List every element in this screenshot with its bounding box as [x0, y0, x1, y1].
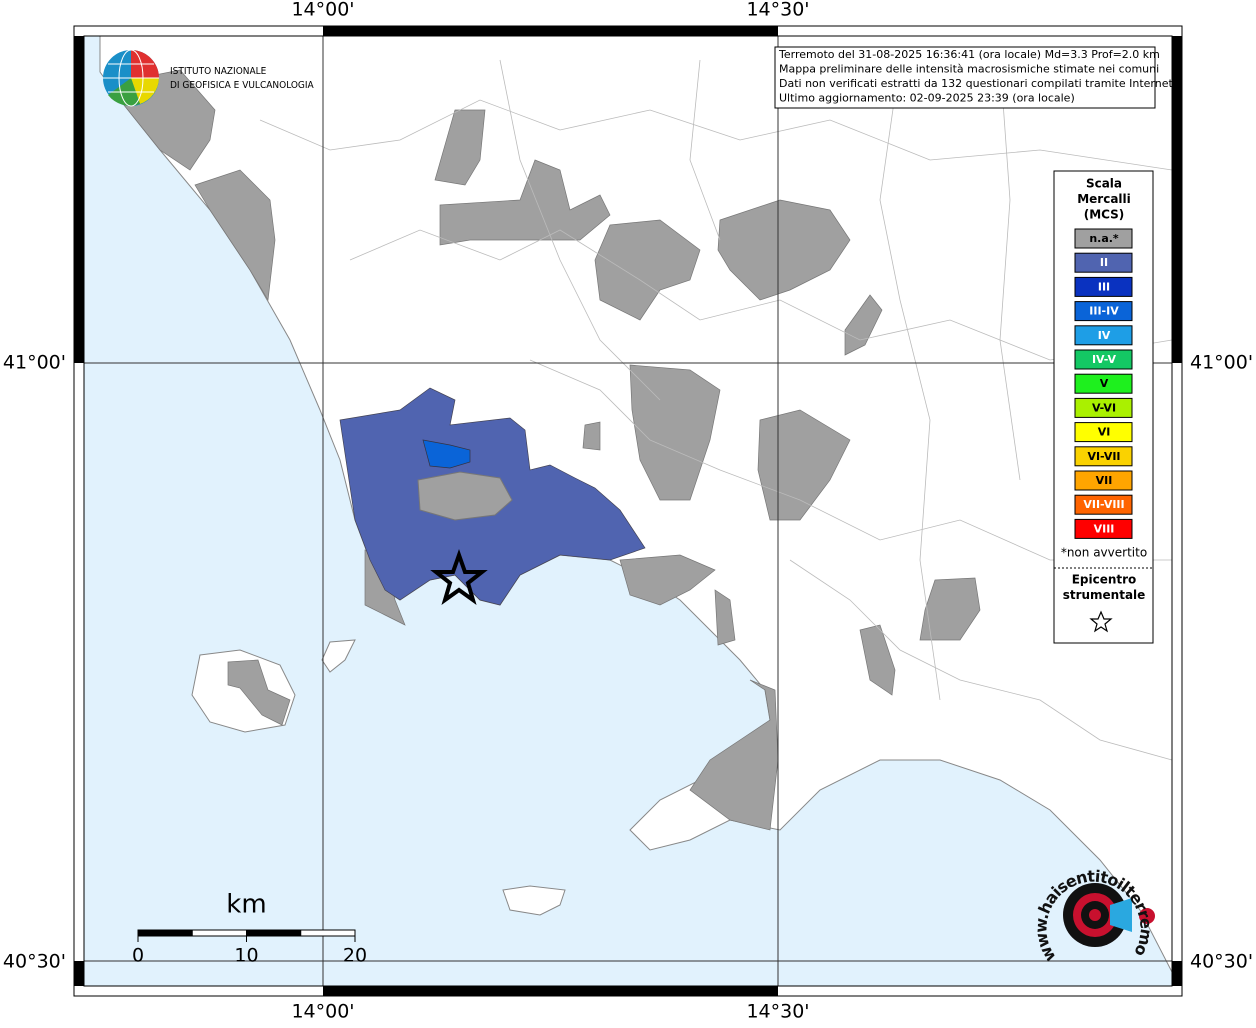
- ingv-logo: ISTITUTO NAZIONALE DI GEOFISICA E VULCAN…: [103, 49, 315, 107]
- scale-label: 20: [343, 945, 367, 967]
- grey-area: [227, 659, 291, 726]
- legend-title: (MCS): [1084, 208, 1125, 222]
- grey-area: [629, 364, 721, 501]
- info-line: Ultimo aggiornamento: 02-09-2025 23:39 (…: [779, 92, 1075, 105]
- lat-label: 41°00': [1190, 352, 1253, 374]
- border: [789, 559, 1173, 761]
- grey-area: [582, 421, 601, 451]
- grey-area: [844, 294, 883, 356]
- scale-unit: km: [226, 890, 266, 920]
- lat-label: 40°30': [1190, 951, 1253, 973]
- scale-label: 10: [234, 945, 258, 967]
- frame-band: [74, 36, 84, 363]
- legend-swatch: [1074, 301, 1133, 322]
- legend-swatch: [1074, 446, 1133, 467]
- graticule: [84, 36, 1172, 986]
- legend-label: VII: [1096, 474, 1113, 487]
- frame-band: [1172, 961, 1182, 986]
- lon-label: 14°00': [291, 1001, 354, 1023]
- legend-swatch: [1074, 397, 1133, 418]
- logo-speaker: [1110, 898, 1132, 932]
- legend: ScalaMercalli(MCS)n.a.*IIIIIIII-IVIVIV-V…: [1054, 177, 1153, 633]
- legend-label: VIII: [1094, 522, 1115, 535]
- lat-label: 40°30': [3, 951, 66, 973]
- logo-text: ISTITUTO NAZIONALE: [170, 66, 267, 77]
- intensity-area-iii-iv: [422, 439, 471, 469]
- info-line: Mappa preliminare delle intensità macros…: [779, 63, 1159, 76]
- grey-area: [919, 577, 981, 641]
- legend-epicenter: Epicentro: [1072, 573, 1137, 587]
- legend-swatch: [1074, 228, 1133, 249]
- legend-label: VI: [1098, 426, 1111, 439]
- scale-bar: km 0 10 20: [132, 890, 367, 967]
- border: [259, 99, 1173, 171]
- legend-swatch: [1074, 373, 1133, 394]
- legend-label: VII-VIII: [1083, 498, 1124, 511]
- grey-area: [714, 589, 736, 646]
- legend-label: IV: [1098, 329, 1111, 342]
- logo-ring: [1089, 909, 1101, 921]
- legend-label: VI-VII: [1087, 450, 1120, 463]
- scale-segment: [300, 929, 356, 937]
- logo-text: DI GEOFISICA E VULCANOLOGIA: [170, 80, 315, 91]
- legend-label: V-VI: [1092, 401, 1116, 414]
- info-box: [774, 46, 1156, 109]
- frame-band: [323, 986, 778, 996]
- legend-swatch: [1074, 252, 1133, 273]
- island-capri: [502, 885, 566, 916]
- info-text: Terremoto del 31-08-2025 16:36:41 (ora l…: [778, 48, 1176, 105]
- land: [99, 35, 1173, 973]
- scale-segment: [137, 929, 193, 937]
- info-line: Terremoto del 31-08-2025 16:36:41 (ora l…: [778, 48, 1160, 61]
- legend-swatch: [1074, 276, 1133, 297]
- grey-area: [434, 109, 486, 186]
- grey-area: [194, 169, 276, 302]
- frame-band: [74, 961, 84, 986]
- lon-label: 14°30': [746, 0, 809, 21]
- legend-swatch: [1074, 325, 1133, 346]
- grey-area: [417, 471, 513, 521]
- legend-swatch: [1074, 422, 1133, 443]
- scale-label: 0: [132, 945, 144, 967]
- municipal-borders: [259, 59, 1173, 761]
- legend-footnote: *non avvertito: [1061, 546, 1147, 560]
- border: [499, 59, 1021, 701]
- legend-label: n.a.*: [1089, 232, 1119, 245]
- frame-band: [323, 26, 778, 36]
- border: [529, 359, 1172, 561]
- legend-label: V: [1100, 377, 1109, 390]
- legend-epicenter: strumentale: [1063, 588, 1146, 602]
- frame-band: [1172, 36, 1182, 363]
- grey-area: [439, 159, 611, 246]
- border: [349, 229, 1173, 361]
- logo-dot: [1139, 908, 1155, 924]
- lon-label: 14°00': [291, 0, 354, 21]
- legend-label: III: [1098, 280, 1110, 293]
- frame: [73, 25, 1183, 997]
- legend-label: III-IV: [1089, 305, 1119, 318]
- grey-area: [689, 679, 779, 831]
- scale-segment: [191, 929, 247, 937]
- info-line: Dati non verificati estratti da 132 ques…: [779, 77, 1176, 90]
- legend-star: [1089, 610, 1113, 633]
- grey-area: [717, 199, 851, 301]
- legend-swatch: [1074, 470, 1133, 491]
- legend-label: II: [1100, 256, 1108, 269]
- grey-area: [859, 624, 896, 696]
- legend-swatch: [1074, 349, 1133, 370]
- grey-area: [594, 219, 701, 321]
- logo-segment: [131, 78, 159, 104]
- legend-swatch: [1074, 518, 1133, 539]
- lat-label: 41°00': [3, 352, 66, 374]
- lon-label: 14°30': [746, 1001, 809, 1023]
- legend-swatch: [1074, 494, 1133, 515]
- legend-label: IV-V: [1092, 353, 1117, 366]
- legend-title: Mercalli: [1077, 192, 1131, 206]
- scale-segment: [246, 929, 302, 937]
- legend-title: Scala: [1086, 177, 1122, 191]
- epicenter-star: [430, 548, 488, 605]
- grey-area: [619, 554, 716, 606]
